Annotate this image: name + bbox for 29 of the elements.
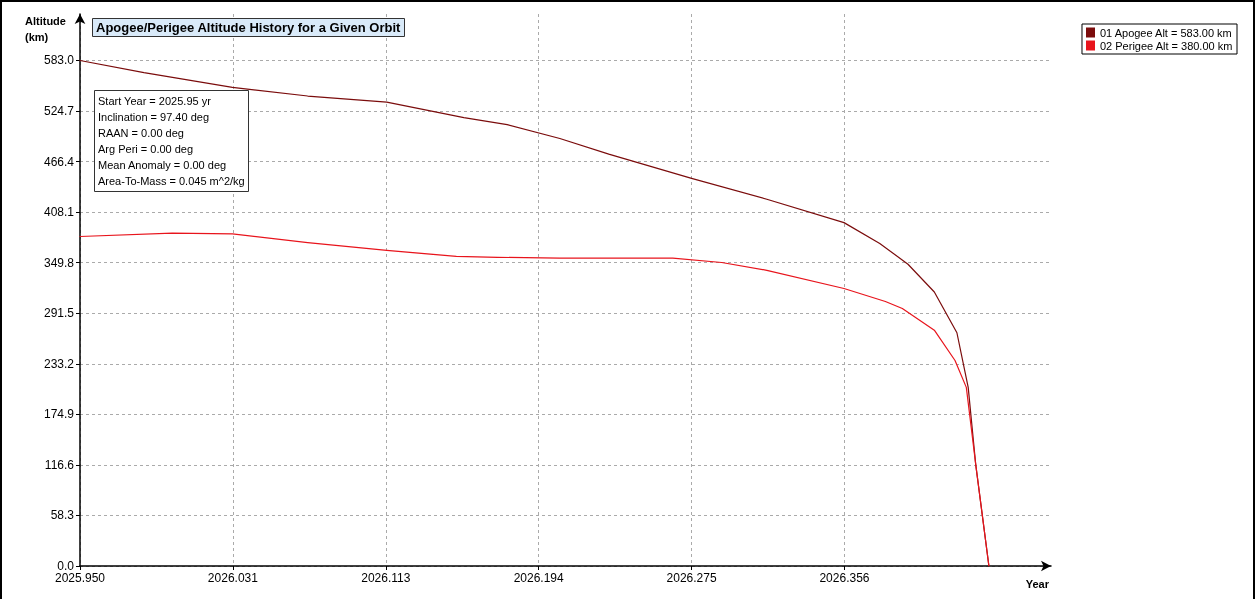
- y-tick-label: 349.8: [43, 255, 75, 270]
- x-tick-label: 2026.194: [513, 571, 565, 585]
- legend-label: 01 Apogee Alt = 583.00 km: [1099, 26, 1232, 39]
- y-tick-label: 0.0: [57, 559, 75, 573]
- annotation: Arg Peri = 0.00 deg: [98, 143, 194, 155]
- y-tick-label: 466.4: [43, 154, 75, 169]
- x-tick-label: 2026.031: [207, 571, 259, 585]
- x-tick-label: 2026.275: [666, 571, 717, 585]
- y-tick-label: 291.5: [43, 306, 75, 321]
- legend-label: 02 Perigee Alt = 380.00 km: [1099, 39, 1233, 52]
- x-axis-title: Year: [1025, 577, 1050, 590]
- annotation: Start Year = 2025.95 yr: [98, 95, 212, 107]
- y-tick-label: 174.9: [43, 407, 75, 422]
- annotation: Mean Anomaly = 0.00 deg: [98, 159, 227, 171]
- y-tick-label: 58.3: [50, 508, 75, 523]
- annotation: Area-To-Mass = 0.045 m^2/kg: [98, 175, 245, 187]
- annotation: Inclination = 97.40 deg: [98, 111, 210, 123]
- y-tick-label: 583.0: [43, 53, 75, 68]
- x-tick-label: 2026.113: [361, 571, 411, 585]
- y-tick-label: 116.6: [44, 457, 75, 472]
- annotation: RAAN = 0.00 deg: [98, 127, 184, 139]
- text: Apogee/Perigee Altitude History for a Given Orbit: [96, 20, 402, 35]
- y-tick-label: 233.2: [43, 356, 75, 371]
- line-series: [79, 232, 990, 567]
- x-tick-label: 2025.950: [54, 571, 106, 585]
- y-tick-label: 408.1: [43, 205, 75, 220]
- y-axis-title: Altitude (km): [25, 15, 66, 43]
- y-tick-label: 524.7: [43, 104, 75, 119]
- x-tick-label: 2026.356: [819, 571, 870, 585]
